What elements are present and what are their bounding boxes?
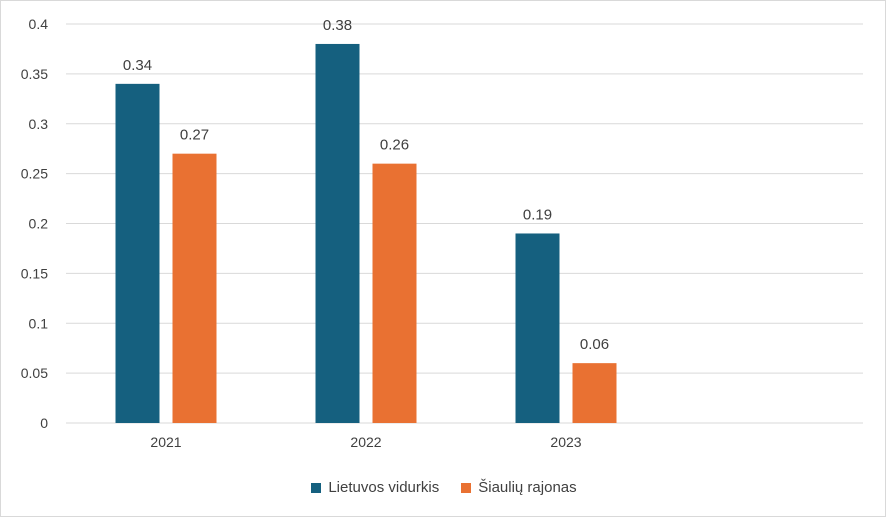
y-tick-label: 0.3 (29, 116, 49, 132)
data-label: 0.19 (523, 206, 552, 223)
bar-series-2 (372, 163, 417, 423)
data-label: 0.26 (380, 137, 409, 154)
data-label: 0.38 (323, 17, 352, 34)
y-tick-label: 0.4 (29, 16, 49, 32)
y-tick-label: 0.1 (29, 315, 49, 331)
y-tick-label: 0.2 (29, 216, 49, 232)
legend-label-series-1: Lietuvos vidurkis (328, 479, 440, 496)
y-tick-label: 0.35 (21, 66, 48, 82)
bar-chart: 0 0.05 0.1 0.15 0.2 0.25 0.3 0.35 0.4 2021 0.34 0.2… (21, 16, 863, 450)
bar-series-1 (315, 43, 360, 423)
x-tick-label: 2023 (550, 434, 581, 450)
legend-label-series-2: Šiaulių rajonas (478, 479, 577, 496)
bar-series-2 (572, 363, 617, 423)
legend-item-series-2: Šiaulių rajonas (461, 479, 577, 496)
y-tick-label: 0.25 (21, 166, 48, 182)
legend-item-series-1: Lietuvos vidurkis (311, 479, 439, 496)
y-tick-label: 0 (40, 415, 48, 431)
bar-series-1 (515, 233, 560, 423)
x-tick-label: 2021 (150, 434, 181, 450)
data-label: 0.34 (123, 57, 152, 74)
bar-series-1 (115, 83, 160, 423)
x-tick-label: 2022 (350, 434, 381, 450)
legend-swatch-series-1 (311, 482, 322, 493)
legend-swatch-series-2 (461, 482, 472, 493)
y-tick-label: 0.05 (21, 365, 48, 381)
y-tick-label: 0.15 (21, 265, 48, 281)
bar-series-2 (172, 153, 217, 424)
data-label: 0.27 (180, 127, 209, 144)
data-label: 0.06 (580, 336, 609, 353)
legend: Lietuvos vidurkis Šiaulių rajonas (1, 479, 886, 496)
